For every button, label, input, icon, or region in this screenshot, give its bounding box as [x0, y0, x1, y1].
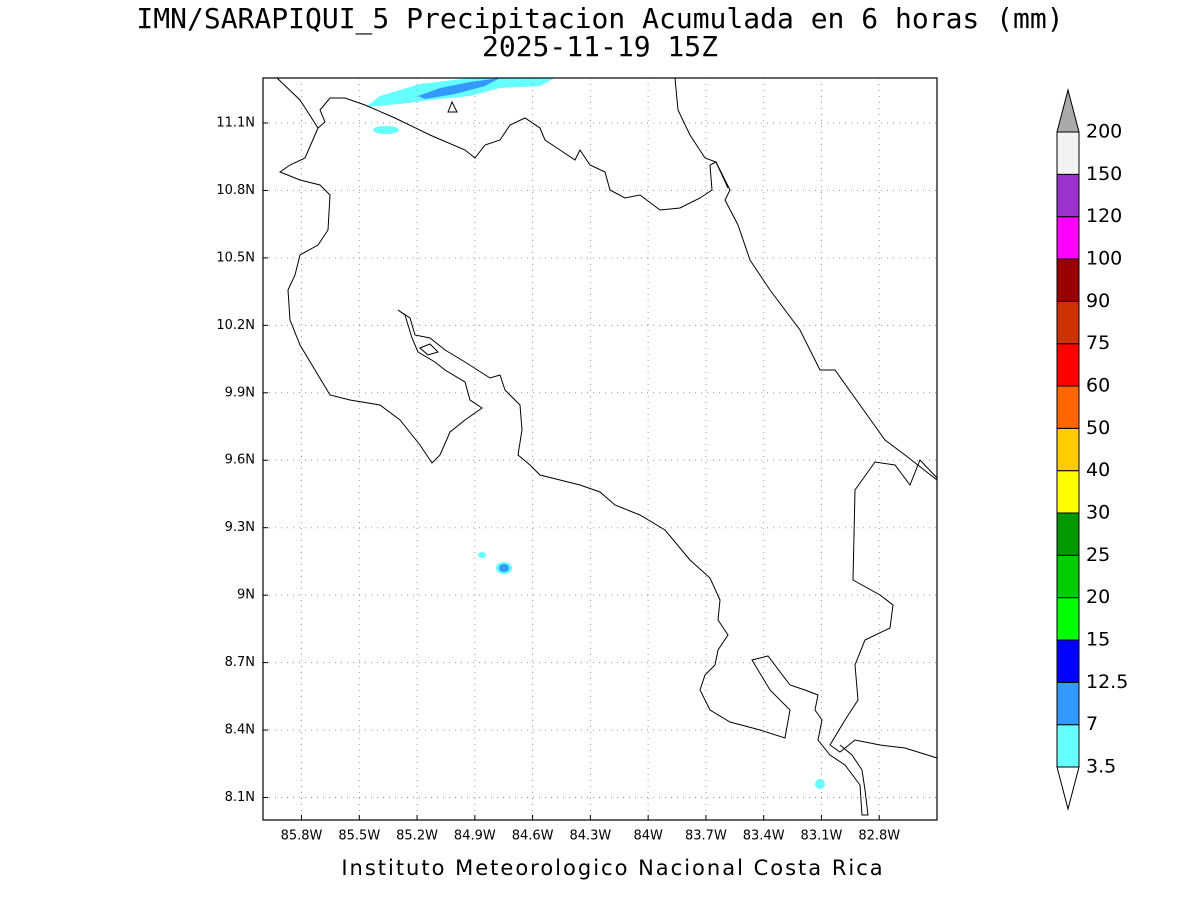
y-tick-label: 11.1N — [216, 115, 255, 130]
colorbar-label: 25 — [1086, 544, 1110, 566]
y-tick-label: 10.5N — [216, 250, 255, 265]
colorbar-label: 75 — [1086, 332, 1110, 354]
colorbar-label: 12.5 — [1086, 671, 1128, 693]
footer: Instituto Meteorologico Nacional Costa R… — [341, 856, 884, 880]
x-tick-label: 83.1W — [801, 829, 843, 844]
coastline — [276, 77, 938, 816]
precipitation — [366, 78, 825, 789]
colorbar-box — [1056, 131, 1080, 175]
colorbar-low-triangle — [1056, 766, 1080, 811]
x-tick-label: 84.6W — [512, 829, 554, 844]
y-tick-label: 9N — [237, 588, 255, 603]
y-tick-label: 10.2N — [216, 318, 255, 333]
colorbar-box — [1056, 427, 1080, 472]
x-tick-label: 84.9W — [454, 829, 496, 844]
colorbar-label: 3.5 — [1086, 756, 1116, 778]
y-tick-label: 9.9N — [225, 385, 255, 400]
colorbar-box — [1056, 385, 1080, 429]
x-tick-label: 83.7W — [685, 829, 727, 844]
colorbar-box — [1056, 300, 1080, 345]
colorbar-label: 60 — [1086, 375, 1110, 397]
colorbar-label: 200 — [1086, 121, 1122, 143]
subtitle: 2025-11-19 15Z — [482, 30, 718, 63]
colorbar: 3.5 7 12.5 15 20 25 30 40 50 60 75 90 100 120 150 200 — [1056, 88, 1128, 811]
colorbar-label: 30 — [1086, 502, 1110, 524]
colorbar-box — [1056, 258, 1080, 302]
colorbar-box — [1056, 554, 1080, 599]
colorbar-box — [1056, 343, 1080, 387]
colorbar-label: 40 — [1086, 459, 1110, 481]
colorbar-label: 50 — [1086, 417, 1110, 439]
colorbar-label: 120 — [1086, 205, 1122, 227]
colorbar-box — [1056, 470, 1080, 514]
y-tick-label: 10.8N — [216, 183, 255, 198]
title: IMN/SARAPIQUI_5 Precipitacion Acumulada … — [136, 2, 1063, 36]
colorbar-box — [1056, 724, 1080, 768]
colorbar-box — [1056, 512, 1080, 556]
y-tick-label: 9.6N — [225, 453, 255, 468]
colorbar-high-triangle — [1056, 88, 1080, 133]
y-tick-label: 9.3N — [225, 520, 255, 535]
x-tick-label: 85.5W — [338, 829, 380, 844]
colorbar-label: 100 — [1086, 248, 1122, 270]
colorbar-box — [1056, 681, 1080, 726]
axis-labels: 11.1N 10.8N 10.5N 10.2N 9.9N 9.6N 9.3N 9N 8.7N 8.… — [216, 115, 900, 843]
colorbar-box — [1056, 639, 1080, 683]
colorbar-box — [1056, 173, 1080, 218]
map-frame — [262, 77, 938, 821]
grid — [263, 78, 937, 820]
colorbar-label: 20 — [1086, 586, 1110, 608]
x-tick-label: 84W — [633, 829, 663, 844]
colorbar-label: 7 — [1086, 713, 1098, 735]
x-tick-label: 83.4W — [743, 829, 785, 844]
x-tick-label: 82.8W — [858, 829, 900, 844]
x-tick-label: 85.8W — [281, 829, 323, 844]
y-tick-label: 8.1N — [225, 790, 255, 805]
colorbar-box — [1056, 216, 1080, 260]
colorbar-label: 15 — [1086, 629, 1110, 651]
x-tick-label: 84.3W — [569, 829, 611, 844]
y-tick-label: 8.4N — [225, 723, 255, 738]
x-tick-label: 85.2W — [396, 829, 438, 844]
colorbar-box — [1056, 597, 1080, 641]
colorbar-label: 90 — [1086, 290, 1110, 312]
y-tick-label: 8.7N — [225, 655, 255, 670]
colorbar-label: 150 — [1086, 163, 1122, 185]
